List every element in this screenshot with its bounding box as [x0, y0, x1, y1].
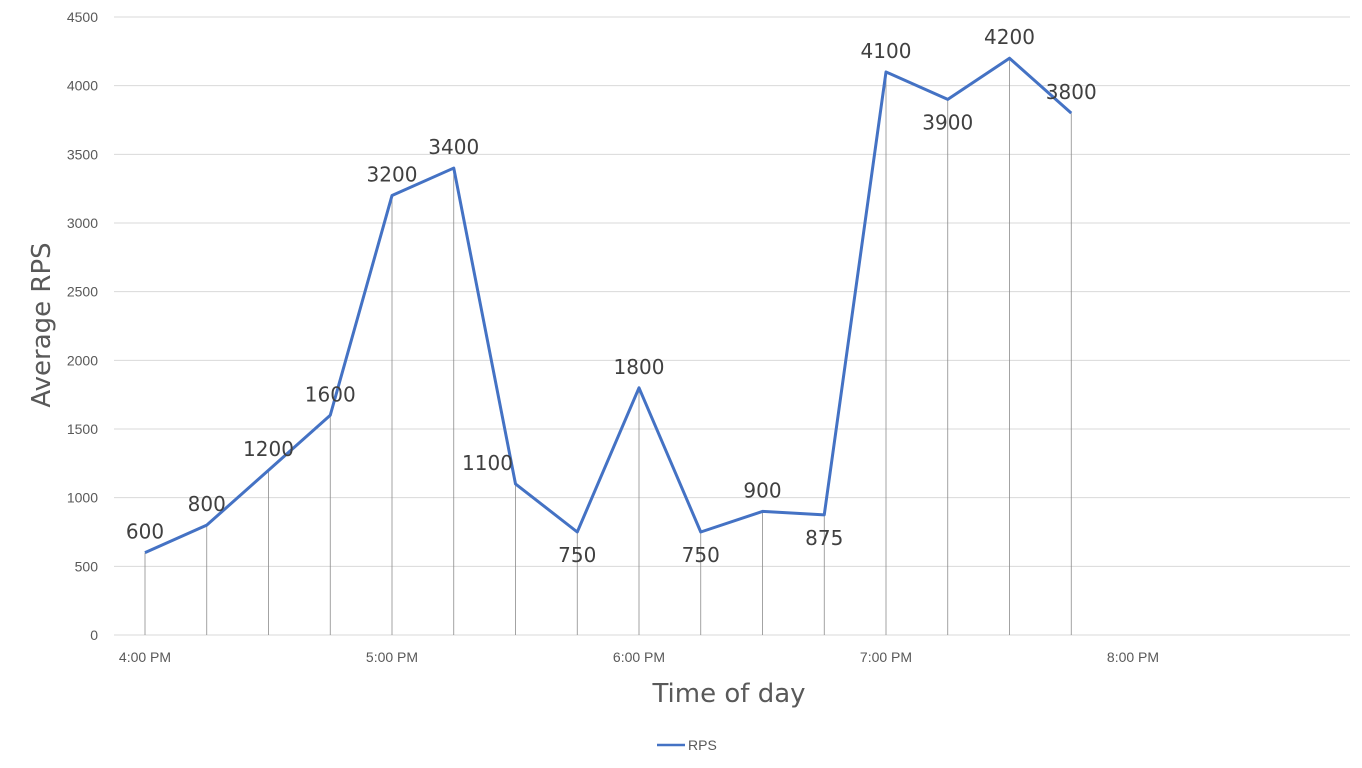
series-line-rps: [144, 56, 1073, 554]
x-tick-label: 6:00 PM: [613, 649, 665, 665]
y-tick-label: 4500: [67, 9, 98, 25]
x-tick-label: 4:00 PM: [119, 649, 171, 665]
series-group: [144, 56, 1073, 554]
data-label: 3400: [428, 135, 479, 159]
y-axis-title: Average RPS: [27, 242, 57, 407]
data-label: 4200: [984, 25, 1035, 49]
data-label: 1200: [243, 437, 294, 461]
data-label: 800: [188, 492, 226, 516]
data-labels: 600 800 1200 1600 3200 3400 1100 750 1800 750 900 8…: [126, 25, 1097, 567]
legend-label: RPS: [688, 737, 717, 753]
data-label: 750: [682, 543, 720, 567]
legend: RPS: [657, 737, 717, 753]
data-label: 3800: [1046, 80, 1097, 104]
y-tick-label: 4000: [67, 78, 98, 94]
data-label: 1100: [462, 451, 513, 475]
y-tick-label: 2500: [67, 284, 98, 300]
data-label: 900: [743, 478, 781, 502]
data-label: 1800: [614, 355, 665, 379]
drop-lines: [144, 58, 1072, 635]
y-tick-label: 3500: [67, 146, 98, 162]
y-axis-ticks: 0 500 1000 1500 2000 2500 3000 3500 4000 4500: [67, 9, 98, 643]
data-label: 4100: [861, 39, 912, 63]
x-axis-title: Time of day: [651, 679, 805, 709]
data-label: 750: [558, 543, 596, 567]
y-tick-label: 500: [75, 558, 99, 574]
data-label: 3900: [922, 110, 973, 134]
x-tick-label: 5:00 PM: [366, 649, 418, 665]
y-tick-label: 3000: [67, 215, 98, 231]
x-tick-label: 8:00 PM: [1107, 649, 1159, 665]
gridlines: [114, 16, 1350, 636]
data-label: 1600: [305, 382, 356, 406]
data-label: 875: [805, 526, 843, 550]
data-label: 3200: [367, 163, 418, 187]
x-tick-label: 7:00 PM: [860, 649, 912, 665]
y-tick-label: 1500: [67, 421, 98, 437]
y-tick-label: 1000: [67, 490, 98, 506]
data-label: 600: [126, 520, 164, 544]
y-tick-label: 0: [90, 627, 98, 643]
y-tick-label: 2000: [67, 352, 98, 368]
x-axis-ticks: 4:00 PM 5:00 PM 6:00 PM 7:00 PM 8:00 PM: [119, 649, 1159, 665]
